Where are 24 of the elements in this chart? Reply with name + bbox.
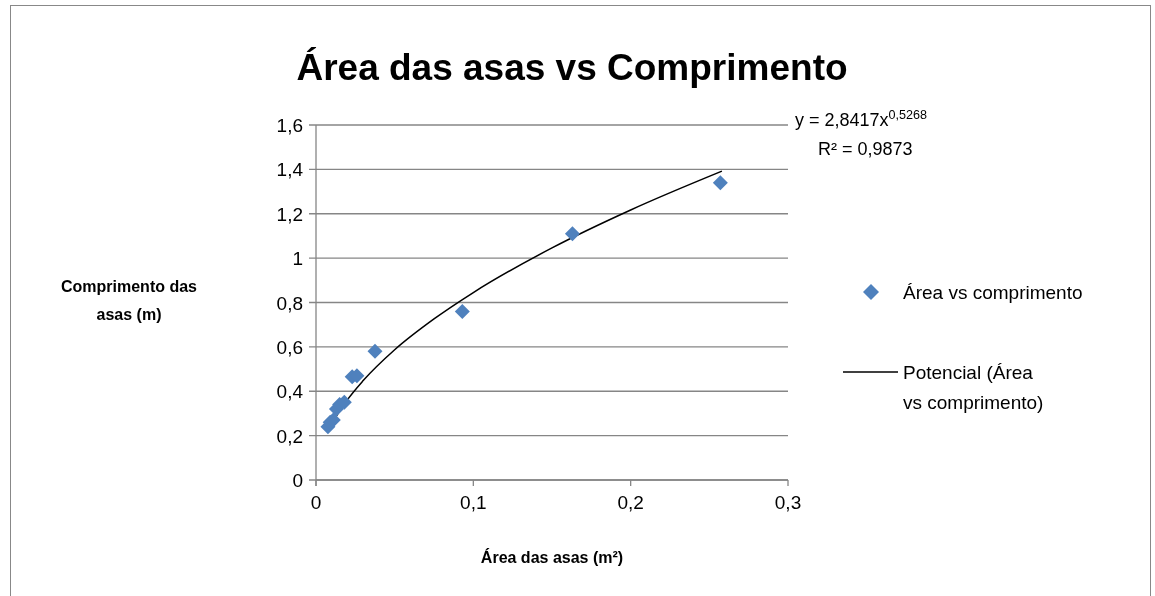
y-tick-label: 1,4	[276, 159, 304, 181]
text: y = 2,8417x$^{0,5268}$	[795, 108, 928, 130]
y-tick-label: 0,6	[276, 336, 303, 358]
chart-title: Área das asas vs Comprimento	[296, 47, 848, 88]
x-axis-title: Área das asas (m²)	[480, 548, 624, 566]
point	[712, 175, 728, 191]
x-tick-label: 0,1	[460, 492, 487, 513]
y-tick-label: 0,2	[276, 425, 303, 447]
text: R² = 0,9873	[818, 139, 913, 159]
legend-label: Área vs comprimento	[903, 282, 1083, 303]
y-axis-title: Comprimento das asas (m)	[60, 278, 198, 323]
x-tick-label: 0,3	[774, 492, 802, 513]
y-tick-label: 1,6	[276, 115, 303, 136]
y-tick-label: 0,4	[276, 381, 304, 403]
point	[564, 226, 580, 242]
y-tick-label: 1	[292, 248, 303, 270]
y-tick-label: 1,2	[276, 203, 303, 225]
y-tick-label: 0,8	[276, 292, 303, 314]
point	[367, 343, 383, 359]
point	[454, 303, 470, 319]
legend-label: Potencial (Área vs comprimento)	[903, 362, 1044, 413]
x-tick-label: 0,2	[617, 492, 644, 513]
y-tick-label: 0	[292, 470, 303, 491]
x-tick-label: 0	[310, 492, 322, 513]
